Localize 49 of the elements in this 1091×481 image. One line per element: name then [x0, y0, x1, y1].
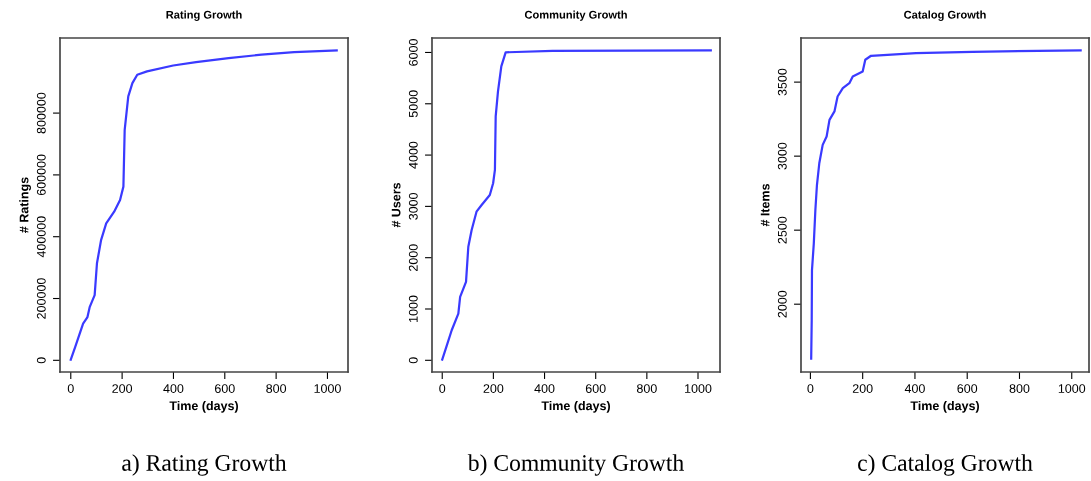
x-tick-label: 400	[904, 384, 925, 393]
line-series	[69, 49, 338, 361]
y-tick-label: 0	[36, 357, 46, 364]
y-tick-label: 600000	[36, 154, 46, 196]
x-axis-title: Time (days)	[169, 401, 238, 413]
chart-title: Community Growth	[524, 10, 627, 21]
y-tick-label: 5000	[408, 90, 418, 118]
chart-title: Rating Growth	[166, 10, 242, 21]
y-tick-label: 6000	[408, 39, 418, 66]
y-tick-label: 3000	[777, 142, 787, 170]
x-tick-label: 200	[852, 384, 873, 393]
y-tick-label: 3500	[777, 68, 787, 96]
x-axis-title: Time (days)	[541, 401, 610, 413]
x-tick-label: 200	[483, 384, 504, 393]
x-tick-label: 800	[1009, 384, 1030, 393]
x-tick-label: 800	[636, 384, 657, 393]
y-tick-label: 3000	[408, 192, 418, 220]
x-tick-label: 400	[163, 384, 184, 393]
text: c) Catalog Growth	[858, 454, 1033, 476]
y-axis-title: # Items	[760, 183, 770, 227]
y-tick-label: 200000	[36, 278, 46, 319]
text: b) Community Growth	[467, 454, 684, 476]
x-tick-label: 0	[67, 384, 74, 393]
y-axis-title: # Users	[391, 182, 401, 228]
y-tick-label: 0	[408, 357, 418, 364]
y-tick-label: 2500	[777, 216, 787, 244]
x-tick-label: 600	[957, 384, 978, 393]
y-tick-label: 800000	[36, 92, 46, 134]
x-tick-label: 1000	[314, 384, 341, 393]
x-tick-label: 800	[266, 384, 287, 393]
x-tick-label: 200	[112, 384, 133, 393]
y-tick-label: 4000	[408, 141, 418, 169]
y-tick-label: 2000	[777, 290, 787, 318]
x-tick-label: 600	[215, 384, 235, 393]
line-series	[810, 49, 1082, 360]
x-tick-label: 0	[439, 384, 446, 393]
x-tick-label: 1000	[1058, 384, 1086, 393]
x-tick-label: 0	[807, 384, 814, 393]
x-tick-label: 400	[534, 384, 555, 393]
chart-title: Catalog Growth	[904, 10, 986, 21]
line-series	[441, 49, 712, 361]
text: a) Rating Growth	[122, 454, 287, 476]
y-tick-label: 2000	[408, 244, 418, 271]
x-tick-label: 600	[585, 384, 606, 393]
y-axis-title: # Ratings	[19, 177, 31, 233]
y-tick-label: 1000	[408, 295, 418, 322]
x-tick-label: 1000	[685, 384, 712, 393]
y-tick-label: 400000	[36, 216, 46, 258]
x-axis-title: Time (days)	[910, 401, 979, 413]
